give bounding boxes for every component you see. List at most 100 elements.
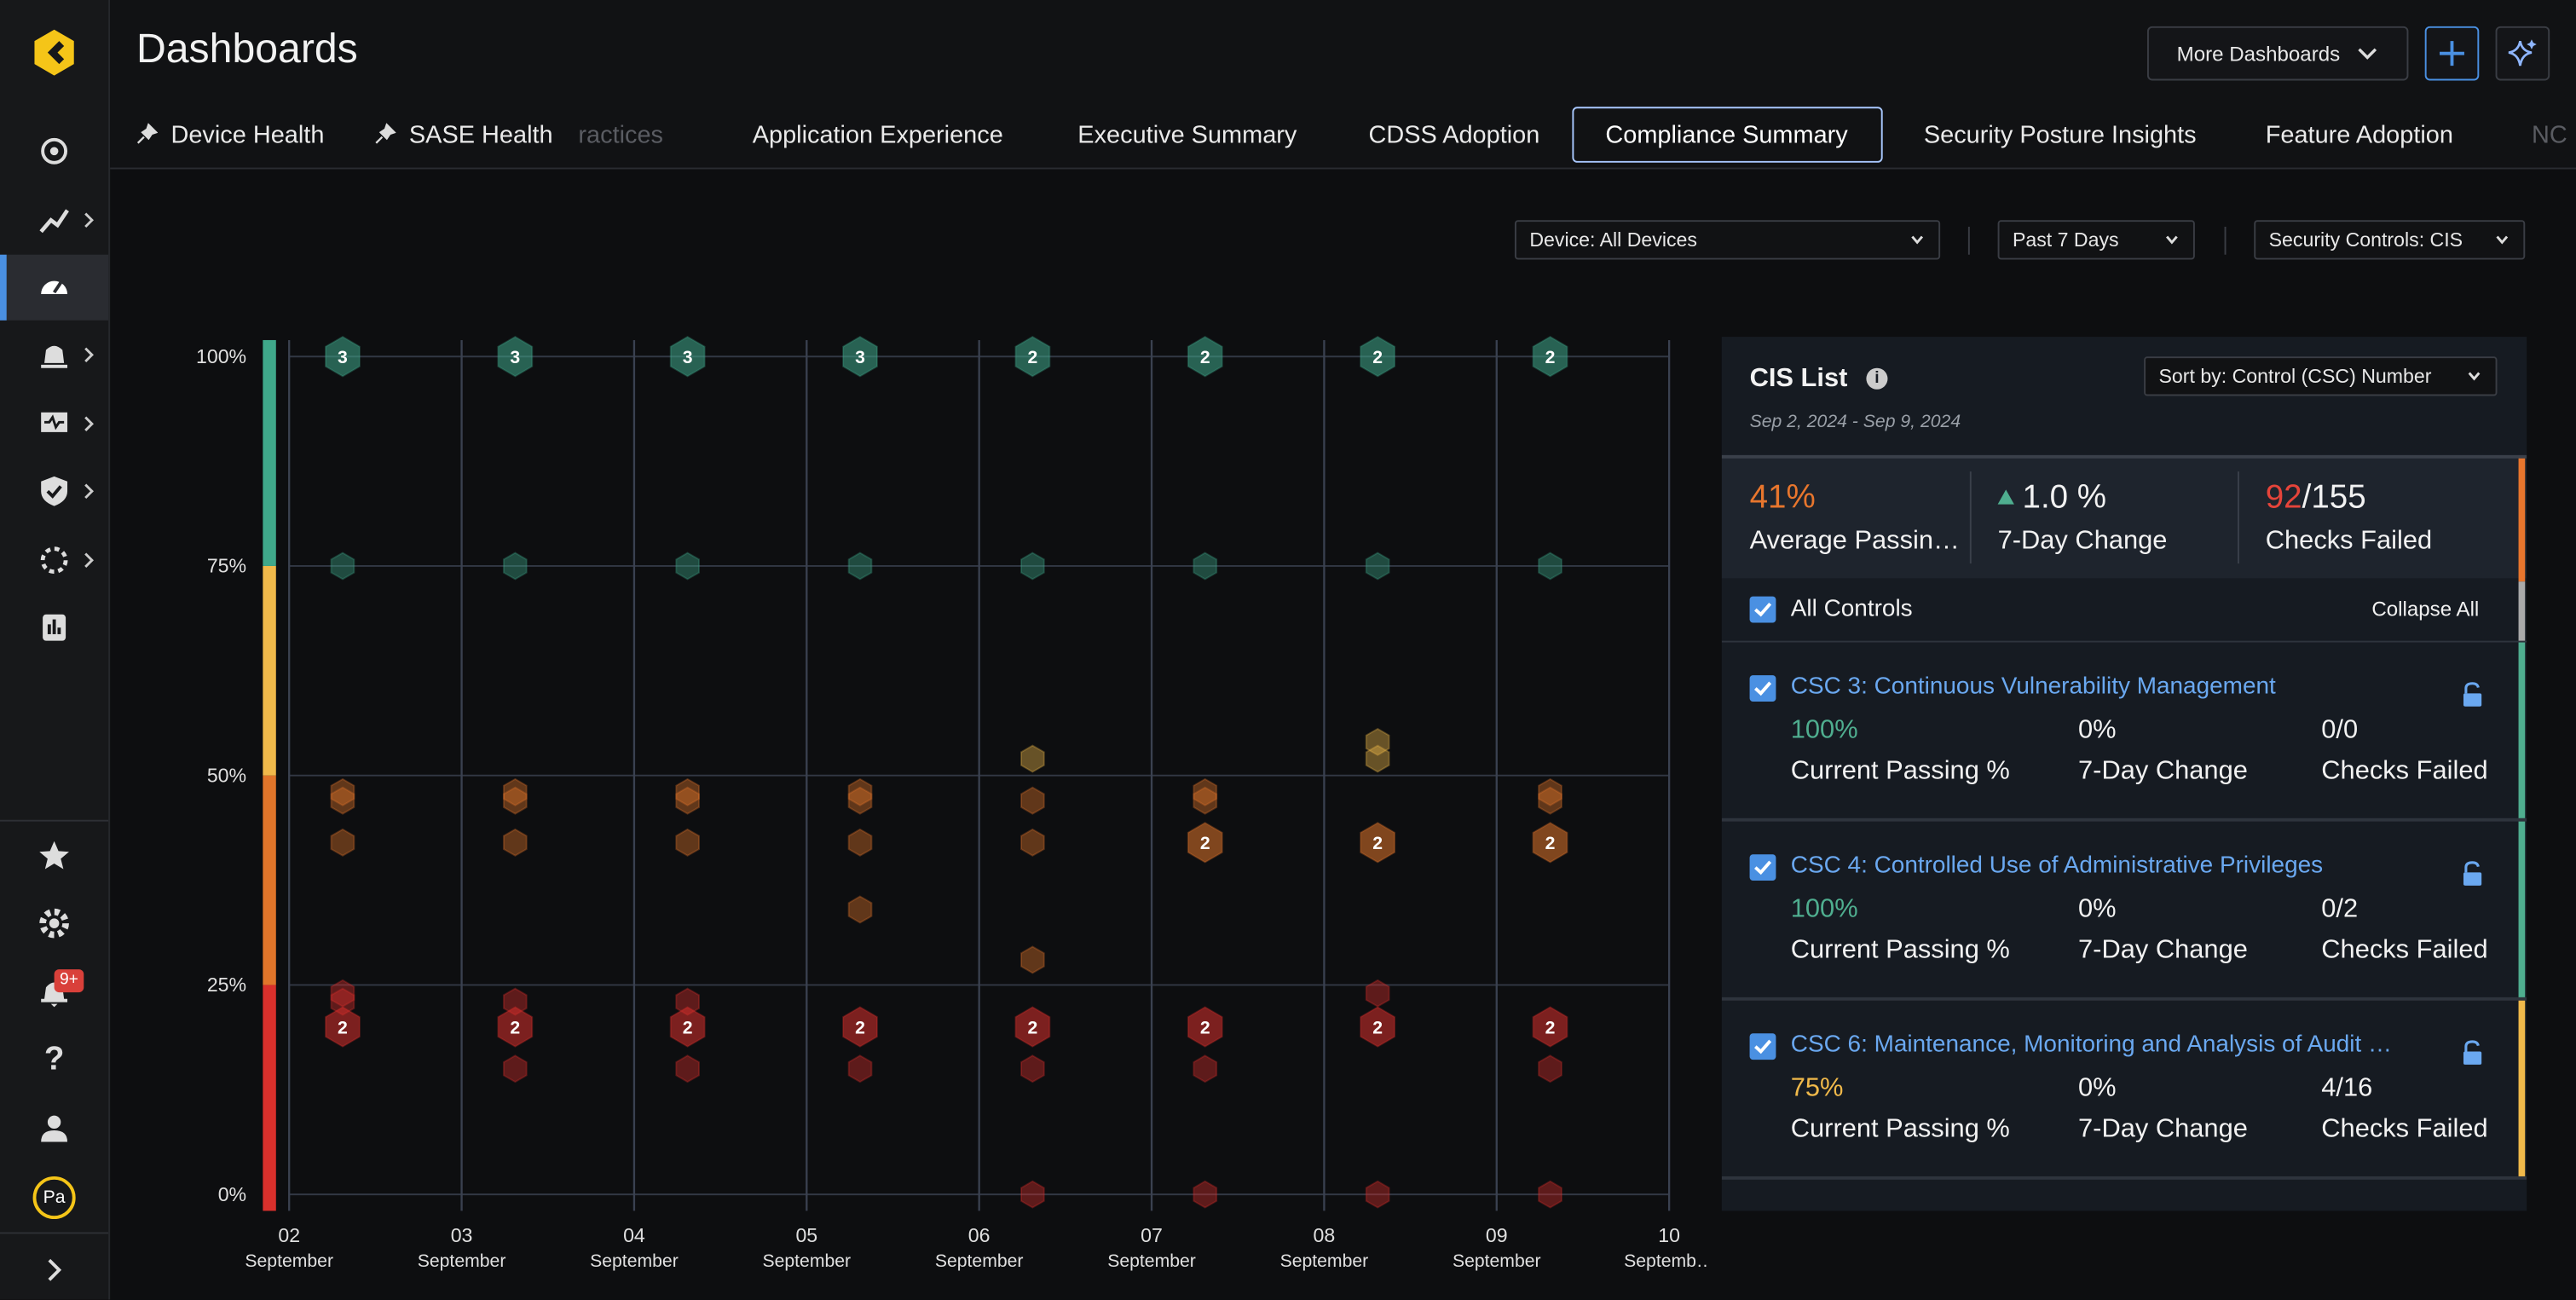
x-tick-label: 06 xyxy=(968,1224,991,1246)
row-status-bar xyxy=(2519,581,2526,640)
point-count: 2 xyxy=(1028,1018,1038,1037)
caret xyxy=(2358,46,2377,61)
filter-divider xyxy=(2225,227,2227,255)
lock-icon xyxy=(2461,1040,2484,1066)
unlock-glyph xyxy=(2461,682,2484,708)
x-tick-label: 10 xyxy=(1658,1224,1680,1246)
point-count: 2 xyxy=(1200,834,1210,853)
point-count: 2 xyxy=(683,1018,693,1037)
control-title[interactable]: CSC 3: Continuous Vulnerability Manageme… xyxy=(1791,673,2276,700)
add-button[interactable] xyxy=(2425,26,2480,81)
control-row: CSC 3: Continuous Vulnerability Manageme… xyxy=(1722,643,2527,822)
point-count: 2 xyxy=(855,1018,865,1037)
button-label: More Dashboards xyxy=(2177,43,2340,66)
point-count: 2 xyxy=(1372,834,1383,853)
hex-point xyxy=(332,829,355,856)
point-count: 2 xyxy=(1372,1018,1383,1037)
y-tick-label: 0% xyxy=(218,1183,246,1205)
x-tick-label: 08 xyxy=(1314,1224,1336,1246)
metric-value: 0% xyxy=(2078,895,2117,925)
hex-point xyxy=(332,788,355,814)
control-row: CSC 4: Controlled Use of Administrative … xyxy=(1722,822,2527,1001)
metric-label: Checks Failed xyxy=(2321,1116,2487,1146)
x-tick-sublabel: September xyxy=(935,1251,1024,1271)
point-count: 2 xyxy=(1372,348,1383,367)
x-tick-label: 02 xyxy=(278,1224,300,1246)
metric-value: 0/2 xyxy=(2321,895,2358,925)
hex-point xyxy=(504,553,527,580)
threshold-band xyxy=(263,776,275,985)
y-tick-label: 25% xyxy=(207,974,246,996)
row-status-bar xyxy=(2519,822,2526,997)
checkbox[interactable] xyxy=(1750,854,1776,881)
lock-icon xyxy=(2461,861,2484,887)
hex-point xyxy=(1021,1182,1044,1208)
point-count: 3 xyxy=(855,348,865,367)
filter-label: Security Controls: CIS xyxy=(2269,222,2463,257)
hex-point xyxy=(849,553,872,580)
hex-point xyxy=(504,788,527,814)
row-status-bar xyxy=(2519,643,2526,818)
hex-point xyxy=(1539,1182,1562,1208)
hex-point xyxy=(1193,788,1216,814)
row-status-bar xyxy=(2519,1001,2526,1176)
hex-point xyxy=(1021,553,1044,580)
y-tick-label: 50% xyxy=(207,764,246,786)
point-count: 3 xyxy=(510,348,520,367)
hex-point xyxy=(1193,1182,1216,1208)
summary-row: 41%Average Passin…1.0 %7-Day Change92/15… xyxy=(1722,455,2527,579)
collapse-all[interactable]: Collapse All xyxy=(2371,598,2479,621)
metric-value: 0% xyxy=(2078,1074,2117,1104)
all-controls-label: All Controls xyxy=(1791,597,1913,623)
x-tick-label: 03 xyxy=(451,1224,473,1246)
metric-value: 0% xyxy=(2078,716,2117,746)
checkbox[interactable] xyxy=(1750,597,1776,623)
checkbox[interactable] xyxy=(1750,1033,1776,1060)
hex-point xyxy=(1021,1055,1044,1082)
control-row: CSC 6: Maintenance, Monitoring and Analy… xyxy=(1722,1001,2527,1180)
filter-divider xyxy=(1968,227,1970,255)
sort-dropdown[interactable]: Sort by: Control (CSC) Number xyxy=(2144,356,2497,396)
control-title[interactable]: CSC 6: Maintenance, Monitoring and Analy… xyxy=(1791,1031,2392,1058)
hex-point xyxy=(676,829,699,856)
control-title[interactable]: CSC 4: Controlled Use of Administrative … xyxy=(1791,852,2323,879)
sparkle-icon xyxy=(2507,38,2538,69)
filter-dropdown[interactable]: Past 7 Days xyxy=(1998,220,2195,259)
x-tick-sublabel: September xyxy=(418,1251,506,1271)
metric-label: 7-Day Change xyxy=(2078,937,2248,967)
hex-point xyxy=(1366,746,1389,772)
metric-value: 0/0 xyxy=(2321,716,2358,746)
hex-point xyxy=(332,553,355,580)
tab[interactable]: Security Posture Insights xyxy=(1924,122,2197,150)
info-icon: i xyxy=(1866,368,1887,390)
value-text: 41% xyxy=(1750,480,1816,516)
checkbox[interactable] xyxy=(1750,675,1776,702)
y-tick-label: 75% xyxy=(207,555,246,577)
summary-label: Average Passin… xyxy=(1750,528,1960,558)
metric-value: 100% xyxy=(1791,716,1858,746)
x-tick-sublabel: Septemb… xyxy=(1624,1251,1708,1271)
plus-icon xyxy=(2438,39,2466,67)
point-count: 2 xyxy=(510,1018,520,1037)
tab[interactable]: Feature Adoption xyxy=(2266,122,2453,150)
all-controls-row: All Controls Collapse All xyxy=(1722,581,2527,642)
tab[interactable]: NC xyxy=(2532,122,2567,150)
metric-label: Checks Failed xyxy=(2321,757,2487,787)
point-count: 2 xyxy=(338,1018,348,1037)
point-count: 3 xyxy=(338,348,348,367)
check-mark xyxy=(1750,854,1776,881)
unlock-glyph xyxy=(2461,1040,2484,1066)
x-tick-sublabel: September xyxy=(590,1251,679,1271)
caret xyxy=(2496,235,2509,246)
trend-up xyxy=(1998,489,2014,504)
point-count: 2 xyxy=(1200,1018,1210,1037)
filter-dropdown[interactable]: Security Controls: CIS xyxy=(2254,220,2525,259)
y-tick-label: 100% xyxy=(196,345,246,367)
more-dashboards-button[interactable]: More Dashboards xyxy=(2147,26,2408,81)
check-mark xyxy=(1750,597,1776,623)
ai-button[interactable] xyxy=(2496,26,2550,81)
metric-value: 100% xyxy=(1791,895,1858,925)
hex-point xyxy=(849,829,872,856)
